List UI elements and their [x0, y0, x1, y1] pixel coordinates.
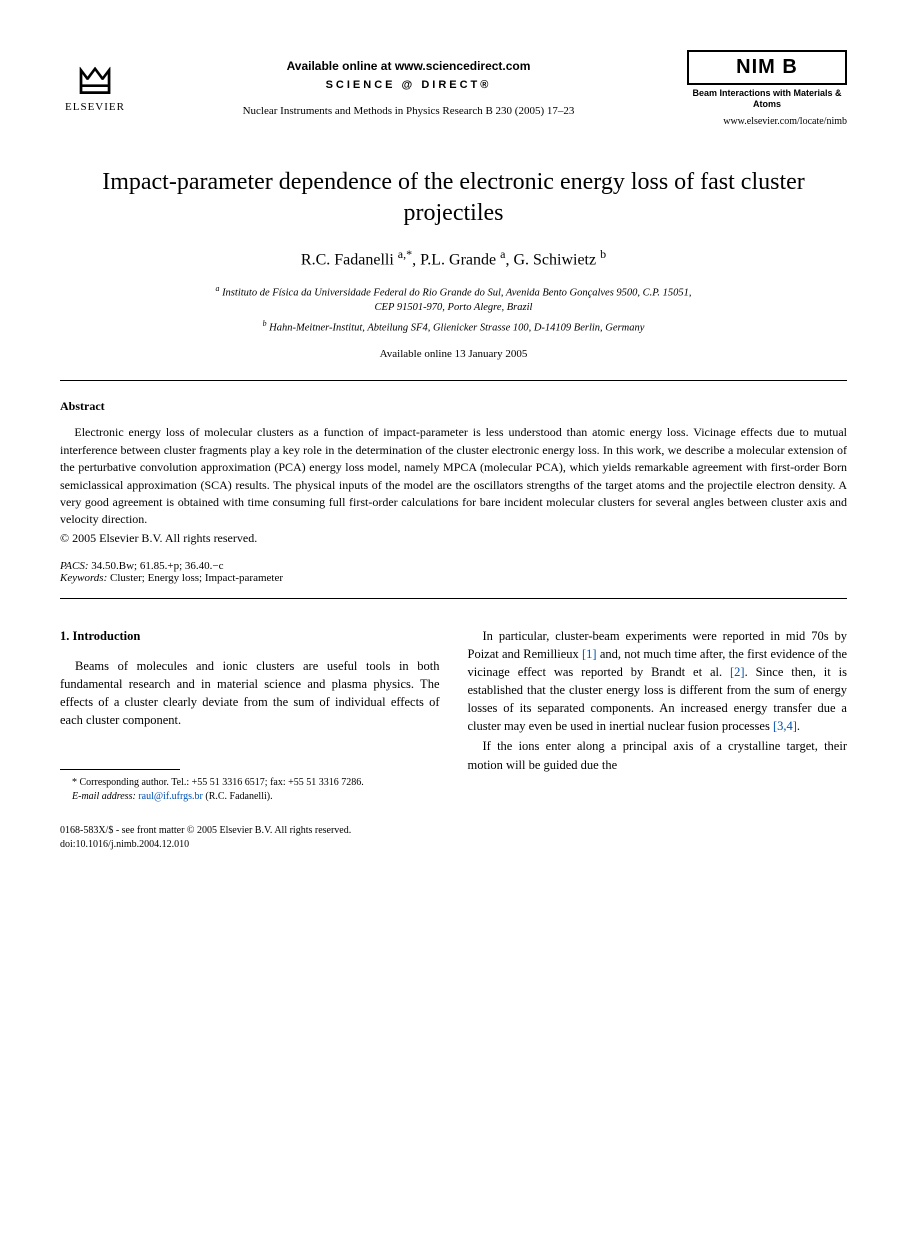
available-online-text: Available online at www.sciencedirect.co…: [130, 59, 687, 73]
nimb-subtitle: Beam Interactions with Materials & Atoms: [687, 88, 847, 110]
keywords-values: Cluster; Energy loss; Impact-parameter: [110, 572, 283, 584]
front-matter-line: 0168-583X/$ - see front matter © 2005 El…: [60, 824, 847, 838]
page-header: 🜲 ELSEVIER Available online at www.scien…: [60, 50, 847, 127]
footnote-separator: [60, 769, 180, 770]
center-header: Available online at www.sciencedirect.co…: [130, 59, 687, 117]
body-columns: 1. Introduction Beams of molecules and i…: [60, 627, 847, 805]
intro-para-1: Beams of molecules and ionic clusters ar…: [60, 657, 440, 730]
journal-logo-box: NIM B Beam Interactions with Materials &…: [687, 50, 847, 127]
abstract-heading: Abstract: [60, 399, 847, 414]
section-1-heading: 1. Introduction: [60, 627, 440, 645]
affil-b-text: Hahn-Meitner-Institut, Abteilung SF4, Gl…: [269, 323, 644, 334]
locate-url: www.elsevier.com/locate/nimb: [687, 116, 847, 127]
publisher-name: ELSEVIER: [60, 101, 130, 113]
footnote-email: E-mail address: raul@if.ufrgs.br (R.C. F…: [60, 790, 440, 804]
doi-line: doi:10.1016/j.nimb.2004.12.010: [60, 838, 847, 852]
email-label: E-mail address:: [72, 791, 136, 802]
available-date: Available online 13 January 2005: [60, 348, 847, 360]
ref-1[interactable]: [1]: [582, 647, 597, 661]
footnote-corresponding: * Corresponding author. Tel.: +55 51 331…: [60, 776, 440, 790]
separator-1: [60, 380, 847, 381]
corresponding-author-footnote: * Corresponding author. Tel.: +55 51 331…: [60, 776, 440, 804]
right-column: In particular, cluster-beam experiments …: [468, 627, 848, 805]
doi-block: 0168-583X/$ - see front matter © 2005 El…: [60, 824, 847, 852]
keywords-label: Keywords:: [60, 572, 107, 584]
elsevier-logo: 🜲 ELSEVIER: [60, 63, 130, 113]
intro-para-2: In particular, cluster-beam experiments …: [468, 627, 848, 736]
abstract-copyright: © 2005 Elsevier B.V. All rights reserved…: [60, 531, 847, 546]
affiliation-a: a Instituto de Física da Universidade Fe…: [60, 283, 847, 316]
article-title: Impact-parameter dependence of the elect…: [100, 167, 807, 229]
intro-para-3: If the ions enter along a principal axis…: [468, 737, 848, 773]
pacs-values: 34.50.Bw; 61.85.+p; 36.40.−c: [91, 560, 223, 572]
keywords-line: Keywords: Cluster; Energy loss; Impact-p…: [60, 572, 847, 584]
email-attribution: (R.C. Fadanelli).: [203, 791, 273, 802]
ref-2[interactable]: [2]: [730, 665, 745, 679]
left-column: 1. Introduction Beams of molecules and i…: [60, 627, 440, 805]
science-direct-text: SCIENCE @ DIRECT®: [130, 79, 687, 91]
email-link[interactable]: raul@if.ufrgs.br: [138, 791, 203, 802]
nimb-logo: NIM B: [687, 50, 847, 85]
authors-line: R.C. Fadanelli a,*, P.L. Grande a, G. Sc…: [60, 247, 847, 269]
abstract-body: Electronic energy loss of molecular clus…: [60, 424, 847, 528]
separator-2: [60, 598, 847, 599]
pacs-label: PACS:: [60, 560, 89, 572]
affiliation-b: b Hahn-Meitner-Institut, Abteilung SF4, …: [60, 318, 847, 336]
journal-reference: Nuclear Instruments and Methods in Physi…: [130, 105, 687, 117]
elsevier-tree-icon: 🜲: [60, 63, 130, 101]
ref-3-4[interactable]: [3,4]: [773, 719, 797, 733]
affil-a-text: Instituto de Física da Universidade Fede…: [222, 288, 691, 314]
pacs-line: PACS: 34.50.Bw; 61.85.+p; 36.40.−c: [60, 560, 847, 572]
